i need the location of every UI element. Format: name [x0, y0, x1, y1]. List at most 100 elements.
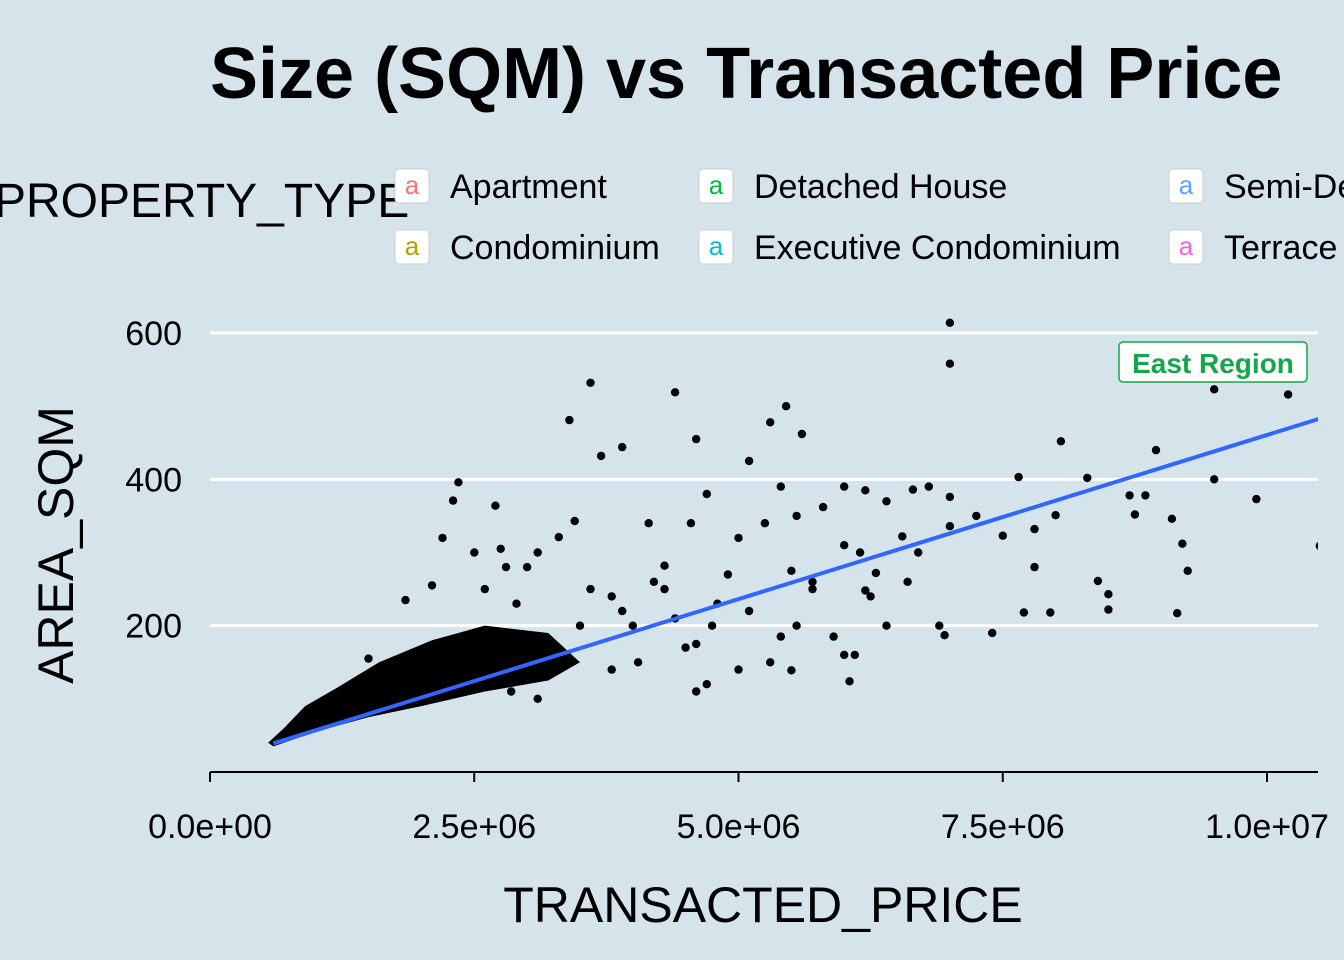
data-point [1030, 524, 1039, 534]
data-point [840, 541, 849, 550]
legend-key-box [394, 229, 430, 265]
legend-entry: a Executive Condominium [698, 229, 1121, 267]
data-point [1130, 510, 1140, 519]
data-point [945, 492, 955, 502]
data-point [945, 522, 955, 531]
trend-line-group [272, 417, 1318, 746]
data-point [882, 497, 891, 506]
data-point [776, 482, 785, 491]
data-point [644, 519, 653, 528]
data-point [914, 548, 923, 557]
data-point [1093, 576, 1103, 586]
data-point [533, 694, 542, 703]
gridlines [210, 331, 1318, 628]
data-point [940, 631, 949, 640]
data-point [607, 592, 616, 601]
data-point [1283, 390, 1293, 399]
legend-key-box [1168, 168, 1204, 204]
data-point [924, 482, 933, 491]
data-point [586, 584, 595, 594]
data-point [776, 632, 785, 641]
data-point [787, 566, 796, 575]
data-point [898, 532, 907, 541]
trend-line [272, 417, 1318, 746]
data-point [908, 485, 918, 494]
data-point [781, 402, 791, 411]
legend-key-box [698, 168, 734, 204]
data-point [871, 568, 881, 578]
x-tick-label: 2.5e+06 [412, 808, 536, 846]
annotation-label: East Region [1132, 348, 1294, 379]
legend-entry: a Detached House [698, 168, 1007, 206]
legend: PROPERTY_TYPE a Apartment a Condominium a Det… [0, 168, 1344, 267]
data-point [618, 606, 627, 616]
data-point [702, 489, 711, 499]
legend-entry: a Semi-Detached House [1168, 168, 1344, 206]
data-point [988, 628, 997, 638]
data-point [702, 680, 711, 689]
data-point [512, 599, 521, 608]
data-point [744, 606, 754, 616]
legend-entry: a Condominium [394, 229, 660, 267]
data-point [1056, 437, 1066, 446]
data-point [491, 501, 500, 510]
data-point [596, 451, 606, 461]
data-point [570, 516, 579, 526]
data-point [628, 621, 637, 630]
data-point [1014, 472, 1023, 482]
data-point [692, 687, 701, 696]
data-point [998, 531, 1007, 540]
data-point [792, 621, 801, 630]
data-point [1051, 511, 1060, 520]
data-point [533, 548, 542, 557]
data-point [972, 511, 981, 521]
data-point [1183, 566, 1192, 575]
data-point [507, 687, 516, 696]
data-point [692, 434, 701, 444]
y-tick-label: 200 [125, 608, 182, 646]
data-point [734, 665, 743, 674]
data-point [840, 650, 849, 660]
data-point [850, 650, 859, 660]
data-point [1125, 491, 1134, 500]
legend-label: Apartment [450, 168, 607, 206]
legend-label: Semi-Detached House [1224, 168, 1344, 206]
data-point [855, 548, 865, 557]
data-point [829, 632, 838, 641]
x-axis-title: TRANSACTED_PRICE [503, 877, 1023, 933]
data-point [522, 562, 532, 572]
region-annotation: East Region [1118, 341, 1308, 383]
data-point [723, 570, 733, 579]
data-point [1173, 609, 1182, 618]
x-tick-label: 7.5e+06 [941, 808, 1065, 846]
y-axis-title: AREA_SQM [28, 406, 84, 684]
legend-label: Condominium [450, 229, 660, 267]
legend-key-glyph: a [405, 170, 420, 200]
data-point [1104, 590, 1113, 599]
data-point [692, 639, 701, 649]
data-point [1030, 562, 1039, 572]
annotation-box [1118, 341, 1308, 383]
data-point [845, 677, 854, 686]
data-point [607, 665, 616, 674]
data-point [1083, 473, 1092, 483]
legend-key-glyph: a [1179, 170, 1194, 200]
data-point [866, 592, 875, 601]
legend-key-glyph: a [709, 170, 724, 200]
data-point [554, 532, 563, 542]
data-point [470, 548, 479, 557]
data-point [787, 666, 796, 675]
data-point [364, 654, 373, 663]
data-point [808, 584, 817, 594]
data-point [670, 388, 680, 397]
data-point [649, 577, 659, 586]
chart-title: Size (SQM) vs Transacted Price [210, 34, 1282, 114]
data-point [840, 482, 849, 491]
data-point [1210, 385, 1219, 394]
data-point [1046, 608, 1055, 617]
legend-key-box [394, 168, 430, 204]
data-point [480, 584, 489, 594]
data-point [501, 562, 511, 572]
